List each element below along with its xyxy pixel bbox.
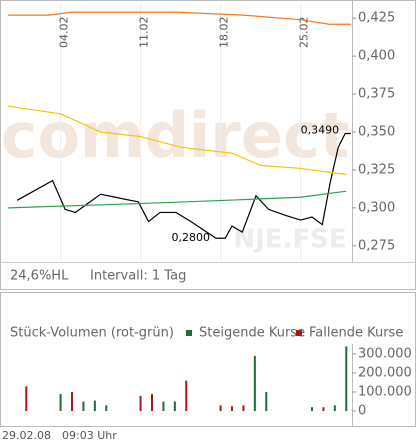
y-tick-label: 0,275 — [358, 238, 395, 253]
volume-bar — [173, 401, 176, 411]
y-tick-label: 0,425 — [358, 11, 395, 26]
line — [7, 190, 347, 209]
volume-bar — [185, 380, 188, 411]
volume-bar — [71, 392, 73, 411]
volume-bar — [25, 386, 28, 411]
line — [16, 132, 351, 239]
legend-label: Fallende Kurse — [309, 326, 403, 341]
volume-bar — [311, 407, 313, 411]
volume-bar — [82, 401, 85, 411]
volume-bar — [219, 405, 222, 411]
symbol: NJE.FSE — [233, 225, 346, 255]
line — [7, 105, 347, 176]
y-tick-label: 0,350 — [358, 125, 395, 140]
line — [8, 11, 351, 25]
y-tick-label: 0,325 — [358, 162, 395, 177]
x-tick-label: 25.02 — [298, 17, 311, 49]
annotation: 0,2800 — [172, 231, 211, 244]
x-tick-label: 11.02 — [138, 17, 151, 49]
volume-bar — [333, 405, 336, 411]
legend-swatch — [186, 330, 192, 336]
y-tick-label: 0,300 — [358, 200, 395, 215]
info: Intervall: 1 Tag — [90, 269, 186, 284]
volume-bar — [242, 405, 245, 411]
volume-bar — [105, 405, 108, 411]
y-tick-label: 0,375 — [358, 87, 395, 102]
annotation: 0,3490 — [301, 124, 340, 137]
y-tick-label: 200.000 — [358, 366, 412, 381]
watermark: comdirect — [1, 99, 350, 172]
volume-panel — [0, 292, 416, 427]
volume-bar — [322, 407, 325, 411]
volume-title: Stück-Volumen (rot-grün) — [10, 326, 174, 341]
volume-bar — [253, 355, 256, 411]
volume-bar — [139, 395, 142, 411]
legend-label: Steigende Kurse — [199, 326, 305, 341]
price-panel — [0, 0, 416, 290]
info: 24,6%HL — [10, 269, 69, 284]
y-tick-label: 0,400 — [358, 49, 395, 64]
y-tick-label: 0 — [358, 404, 366, 419]
volume-bar — [265, 392, 268, 411]
y-tick-label: 100.000 — [358, 385, 412, 400]
volume-bar — [345, 346, 348, 411]
volume-bar — [93, 400, 96, 411]
y-tick-label: 300.000 — [358, 347, 412, 362]
volume-bar — [151, 393, 153, 411]
x-tick-label: 18.02 — [218, 17, 231, 48]
volume-bar — [162, 401, 165, 411]
x-tick-label: 04.02 — [58, 17, 71, 49]
footer-date: 29.02.08 — [2, 429, 51, 442]
volume-bar — [59, 393, 62, 411]
legend-swatch — [296, 330, 302, 336]
volume-bar — [231, 406, 233, 411]
footer-time: 09:03 Uhr — [62, 429, 117, 442]
